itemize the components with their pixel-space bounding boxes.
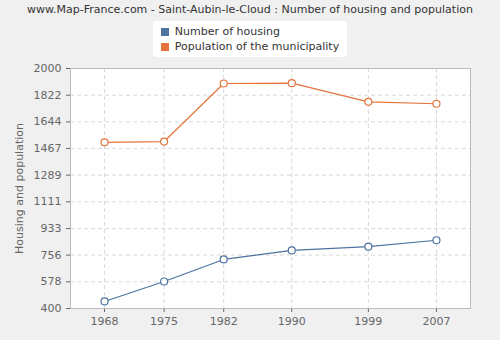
svg-text:1982: 1982 [210, 315, 238, 328]
svg-text:1990: 1990 [278, 315, 306, 328]
svg-text:933: 933 [41, 222, 62, 235]
svg-text:1644: 1644 [34, 115, 62, 128]
svg-text:1822: 1822 [34, 89, 62, 102]
svg-text:578: 578 [41, 275, 62, 288]
svg-text:1289: 1289 [34, 169, 62, 182]
svg-text:1999: 1999 [354, 315, 382, 328]
svg-text:1975: 1975 [150, 315, 178, 328]
svg-text:756: 756 [41, 249, 62, 262]
svg-text:1467: 1467 [34, 142, 62, 155]
svg-text:400: 400 [41, 302, 62, 315]
svg-text:1111: 1111 [34, 195, 62, 208]
html-text:Number of housing: Number of housing [174, 25, 280, 38]
svg-text:1968: 1968 [91, 315, 119, 328]
svg-text:2000: 2000 [34, 62, 62, 75]
svg-text:Housing and population: Housing and population [13, 123, 26, 254]
html-text:Population of the municipality: Population of the municipality [174, 40, 340, 53]
svg-text:2007: 2007 [422, 315, 450, 328]
html-text:www.Map-France.com - Saint-Aub: www.Map-France.com - Saint-Aubin-le-Clou… [27, 3, 473, 16]
